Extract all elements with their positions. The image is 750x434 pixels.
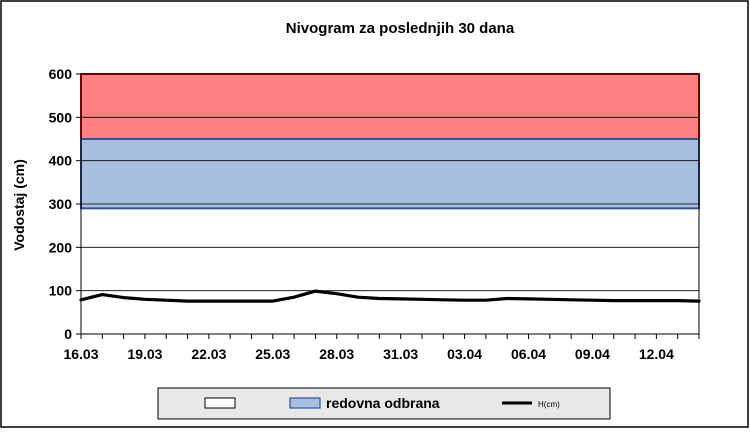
band-0 (80, 73, 700, 140)
data-point-2 (122, 296, 125, 299)
data-point-28 (676, 299, 679, 302)
x-tick-label-4: 28.03 (319, 346, 354, 362)
data-point-4 (165, 299, 168, 302)
x-tick-label-3: 25.03 (255, 346, 290, 362)
data-point-16 (420, 298, 424, 301)
data-point-14 (378, 297, 381, 300)
y-tick-label-0: 0 (64, 326, 72, 342)
y-axis-label: Vodostaj (cm) (11, 159, 27, 251)
legend-label-redovna-odbrana: redovna odbrana (326, 395, 440, 411)
data-point-0 (79, 298, 83, 301)
y-tick-label-100: 100 (49, 283, 73, 299)
x-tick-label-7: 06.04 (511, 346, 546, 362)
x-tick-label-6: 03.04 (447, 346, 482, 362)
data-point-10 (292, 295, 296, 299)
series-line-h-cm (79, 289, 701, 303)
data-point-17 (442, 298, 445, 301)
legend: redovna odbrana H(cm) (157, 387, 611, 420)
x-tick-label-1: 19.03 (127, 346, 162, 362)
x-tick-label-8: 09.04 (575, 346, 610, 362)
data-point-22 (548, 298, 552, 301)
data-point-13 (356, 295, 360, 299)
data-point-9 (271, 299, 274, 303)
legend-swatch-redovna-odbrana (289, 397, 321, 409)
data-point-15 (399, 297, 402, 301)
data-point-6 (207, 299, 211, 303)
data-point-1 (101, 293, 104, 296)
data-point-18 (463, 299, 466, 302)
data-point-3 (143, 298, 147, 301)
data-point-12 (335, 292, 338, 295)
legend-label-h-cm: H(cm) (538, 400, 560, 409)
data-point-19 (484, 299, 488, 302)
data-point-11 (314, 289, 317, 293)
y-tick-label-400: 400 (49, 153, 73, 169)
data-point-25 (612, 299, 615, 302)
y-tick-label-300: 300 (49, 196, 73, 212)
legend-swatch-white (204, 397, 236, 409)
data-point-24 (591, 299, 594, 302)
x-tick-label-5: 31.03 (383, 346, 418, 362)
data-point-29 (697, 299, 701, 303)
plot-area: 0 100 200 300 400 500 600 16.03 19.03 22.03 25.03 2… (49, 66, 701, 362)
data-point-23 (569, 298, 573, 301)
x-tick-label-2: 22.03 (191, 346, 226, 362)
x-tick-label-9: 12.04 (639, 346, 674, 362)
data-point-26 (633, 299, 637, 302)
data-point-27 (655, 299, 658, 302)
chart-title: Nivogram za poslednjih 30 dana (286, 20, 515, 37)
x-tick-label-0: 16.03 (63, 346, 98, 362)
y-tick-label-200: 200 (49, 239, 73, 255)
data-point-7 (228, 299, 232, 303)
data-point-8 (250, 299, 253, 303)
y-tick-label-600: 600 (49, 66, 73, 82)
band-1 (80, 138, 700, 210)
plot-frame (80, 73, 700, 335)
data-point-21 (527, 297, 530, 301)
y-tick-label-500: 500 (49, 109, 73, 125)
data-point-5 (186, 299, 189, 303)
data-point-20 (506, 297, 509, 300)
